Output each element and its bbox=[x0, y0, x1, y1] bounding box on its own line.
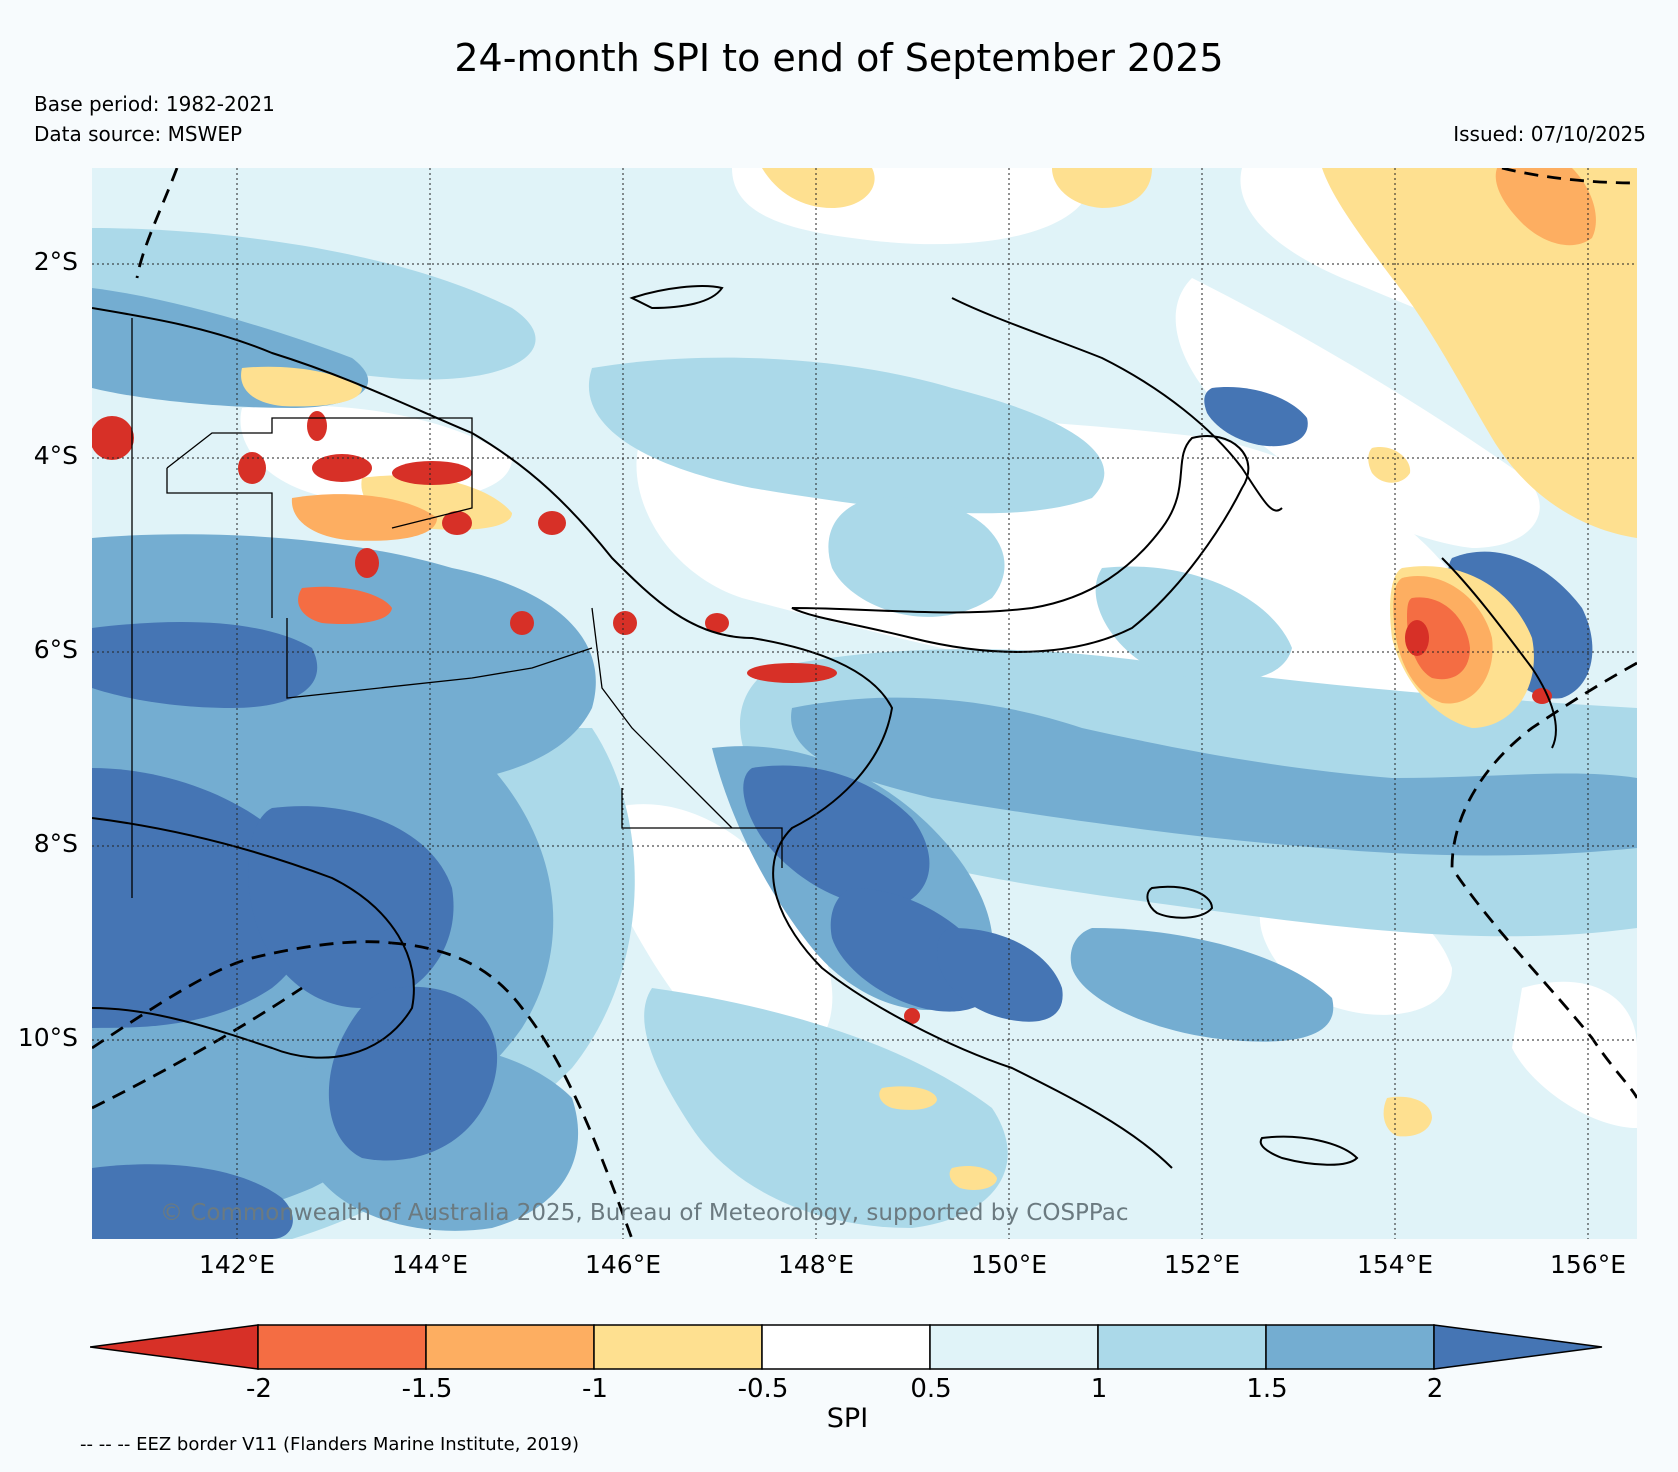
colorbar-tick-1.5: 1.5 bbox=[1246, 1374, 1288, 1404]
lat-label-6s: 6°S bbox=[33, 635, 78, 664]
colorbar-tick-0.5: 0.5 bbox=[910, 1374, 952, 1404]
wet-above-2-regions bbox=[92, 387, 1593, 1239]
eez-note: -- -- -- EEZ border V11 (Flanders Marine… bbox=[80, 1434, 580, 1455]
colorbar-title: SPI bbox=[826, 1403, 869, 1434]
colorbar-tick-neg0.5: -0.5 bbox=[737, 1374, 789, 1404]
colorbar-segment bbox=[90, 1324, 259, 1370]
lon-label-150e: 150°E bbox=[970, 1250, 1047, 1279]
colorbar-tick-neg2: -2 bbox=[246, 1374, 272, 1404]
lon-label-152e: 152°E bbox=[1163, 1250, 1240, 1279]
base-period-label: Base period: 1982-2021 bbox=[34, 92, 275, 116]
data-source-label: Data source: MSWEP bbox=[34, 122, 243, 146]
lat-label-10s: 10°S bbox=[17, 1023, 78, 1052]
colorbar-tick-neg1: -1 bbox=[582, 1374, 608, 1404]
spi-map-canvas bbox=[92, 168, 1637, 1239]
lat-label-8s: 8°S bbox=[33, 829, 78, 858]
copyright-notice: © Commonwealth of Australia 2025, Bureau… bbox=[160, 1200, 1129, 1226]
colorbar-segments bbox=[90, 1324, 1603, 1370]
dry-below-2-spots bbox=[92, 411, 1552, 1024]
graticule bbox=[92, 168, 1637, 1239]
spi-colorbar bbox=[90, 1324, 1603, 1370]
lon-label-142e: 142°E bbox=[198, 1250, 275, 1279]
colorbar-segment bbox=[1097, 1324, 1267, 1370]
colorbar-tick-neg1.5: -1.5 bbox=[401, 1374, 453, 1404]
spi-map bbox=[92, 168, 1637, 1239]
lon-label-156e: 156°E bbox=[1549, 1250, 1626, 1279]
lat-label-4s: 4°S bbox=[33, 441, 78, 470]
dry-1-1.5-regions bbox=[291, 168, 1596, 704]
lon-label-144e: 144°E bbox=[391, 1250, 468, 1279]
issued-date-label: Issued: 07/10/2025 bbox=[1453, 122, 1646, 146]
dry-1.5-2-regions bbox=[298, 586, 1470, 680]
eez-borders bbox=[92, 168, 1637, 1239]
lon-label-146e: 146°E bbox=[584, 1250, 661, 1279]
coastlines bbox=[92, 285, 1557, 1169]
lon-label-148e: 148°E bbox=[777, 1250, 854, 1279]
colorbar-segment bbox=[257, 1324, 427, 1370]
lat-label-2s: 2°S bbox=[33, 247, 78, 276]
province-borders bbox=[131, 318, 783, 898]
colorbar-segment bbox=[1265, 1324, 1435, 1370]
map-title: 24-month SPI to end of September 2025 bbox=[454, 36, 1224, 80]
colorbar-segment bbox=[1433, 1324, 1603, 1370]
lon-label-154e: 154°E bbox=[1356, 1250, 1433, 1279]
colorbar-segment bbox=[761, 1324, 931, 1370]
colorbar-tick-1: 1 bbox=[1090, 1374, 1108, 1404]
colorbar-segment bbox=[425, 1324, 595, 1370]
colorbar-segment bbox=[929, 1324, 1099, 1370]
colorbar-segment bbox=[593, 1324, 763, 1370]
colorbar-tick-2: 2 bbox=[1426, 1374, 1444, 1404]
